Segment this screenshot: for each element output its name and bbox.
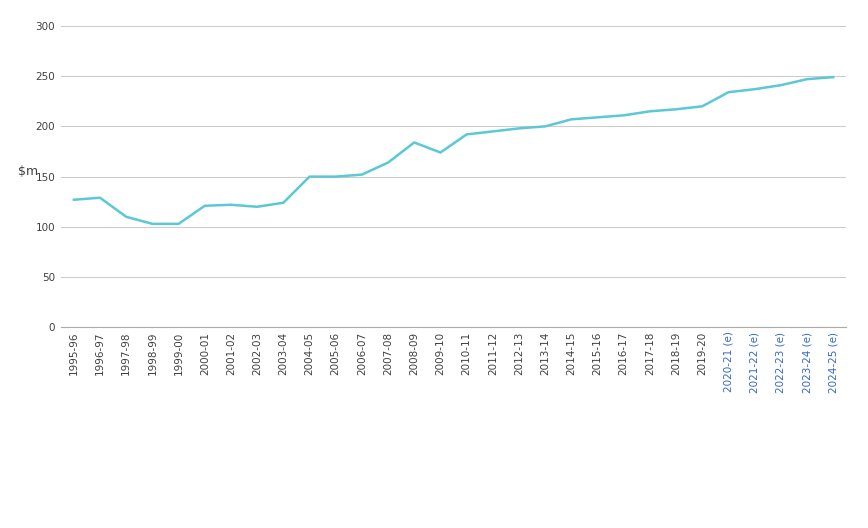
Y-axis label: $m: $m — [18, 165, 38, 178]
